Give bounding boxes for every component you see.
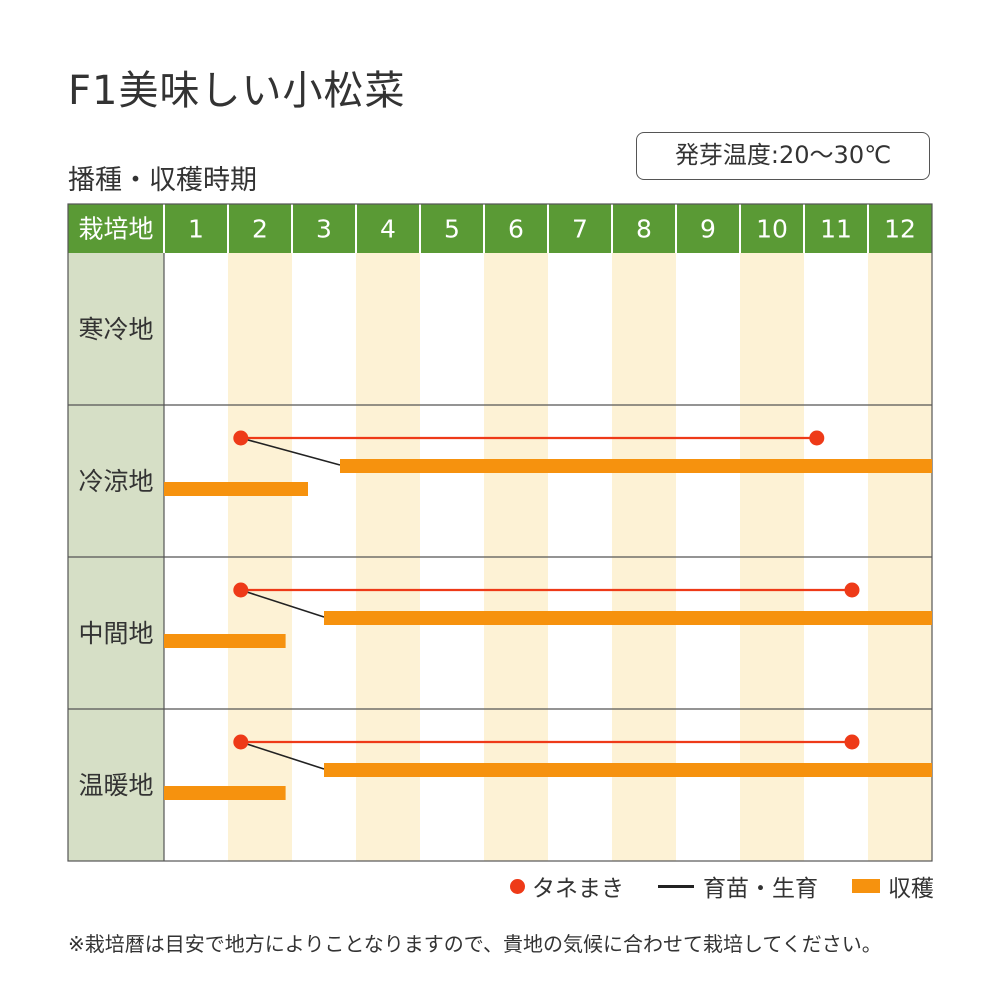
region-label: 温暖地 xyxy=(78,771,153,800)
table-border xyxy=(67,203,933,862)
sowing-end-dot xyxy=(844,582,860,598)
month-label: 3 xyxy=(316,215,332,244)
region-label: 中間地 xyxy=(78,619,153,648)
sowing-start-dot xyxy=(233,734,249,750)
month-label: 9 xyxy=(700,215,716,244)
chart-subtitle: 播種・収穫時期 xyxy=(68,165,257,196)
harvest-bar xyxy=(164,634,286,648)
region-label: 寒冷地 xyxy=(78,315,153,344)
month-label: 1 xyxy=(188,215,204,244)
legend-harvest-label: 収穫 xyxy=(888,876,934,902)
sowing-end-dot xyxy=(844,734,860,750)
month-label: 4 xyxy=(380,215,396,244)
month-label: 7 xyxy=(572,215,588,244)
sowing-dot-icon xyxy=(510,878,525,894)
footnote: ※栽培暦は目安で地方によりことなりますので、貴地の気候に合わせて栽培してください… xyxy=(68,932,882,956)
legend-sowing-label: タネまき xyxy=(532,876,624,902)
legend-harvest: 収穫 xyxy=(852,869,934,903)
month-label: 2 xyxy=(252,215,268,244)
harvest-bar xyxy=(324,611,932,625)
legend-sowing: タネまき xyxy=(510,869,624,903)
sowing-start-dot xyxy=(233,582,249,598)
month-label: 5 xyxy=(444,215,460,244)
month-label: 10 xyxy=(756,215,788,244)
harvest-bar xyxy=(164,482,308,496)
header-region-label: 栽培地 xyxy=(78,215,153,244)
sowing-start-dot xyxy=(233,430,249,446)
month-label: 12 xyxy=(884,215,916,244)
legend: タネまき 育苗・生育 収穫 xyxy=(510,868,934,904)
month-label: 6 xyxy=(508,215,524,244)
page-title: F1美味しい小松菜 xyxy=(68,68,406,114)
header-band xyxy=(68,204,932,253)
region-cell xyxy=(68,253,164,405)
legend-growing-label: 育苗・生育 xyxy=(703,876,818,902)
growth-line xyxy=(240,437,341,466)
region-label: 冷涼地 xyxy=(78,467,153,496)
harvest-bar xyxy=(324,763,932,777)
growth-line xyxy=(240,589,325,618)
harvest-bar xyxy=(164,786,286,800)
region-cell xyxy=(68,405,164,557)
harvest-bar-icon xyxy=(852,879,880,893)
month-label: 11 xyxy=(820,215,852,244)
growth-line-icon xyxy=(658,884,694,888)
sowing-end-dot xyxy=(809,430,825,446)
germination-temperature-badge: 発芽温度:20〜30℃ xyxy=(636,132,930,180)
month-label: 8 xyxy=(636,215,652,244)
region-cell xyxy=(68,557,164,709)
growth-line xyxy=(240,741,325,770)
region-cell xyxy=(68,709,164,861)
harvest-bar xyxy=(340,459,932,473)
legend-growing: 育苗・生育 xyxy=(658,869,818,903)
